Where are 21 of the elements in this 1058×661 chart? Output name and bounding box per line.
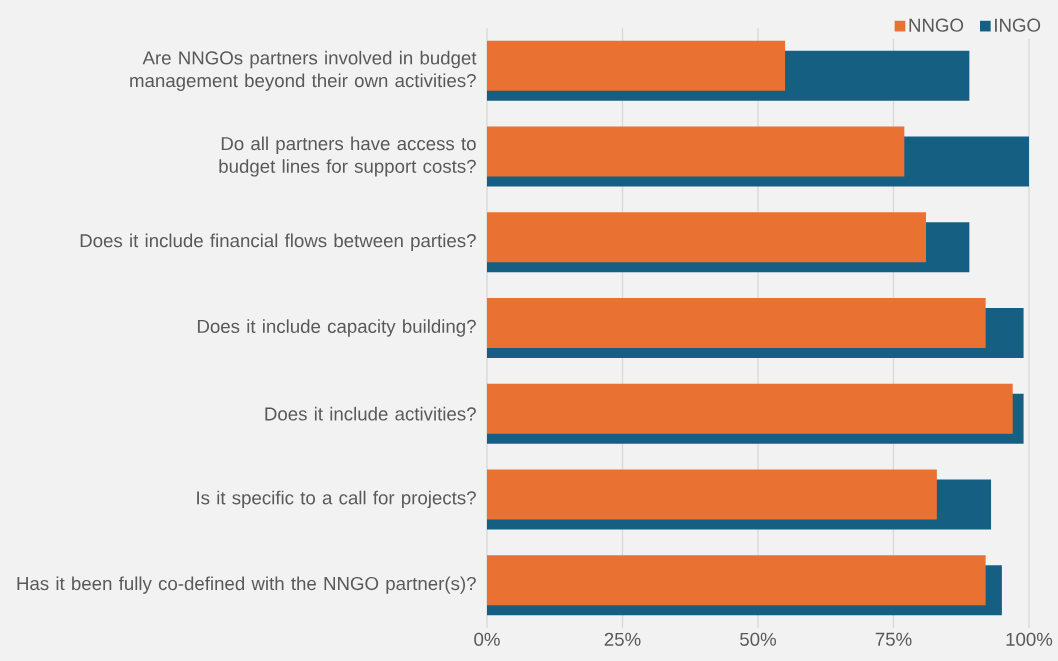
bar [487,40,786,91]
legend-label: INGO [995,18,1041,32]
x-tick-label: 100% [1006,632,1053,646]
y-tick-label: Do all partners have access to budget lines for support costs? [219,136,476,177]
y-tick-label: Is it specific to a call for projects? [197,490,476,509]
y-tick-label: Does it include financial flows between parties? [80,233,476,251]
bar [487,383,1013,434]
x-tick-label: 50% [740,632,776,646]
y-tick-label: Does it include capacity building? [197,319,476,337]
x-tick-label: 75% [875,632,912,646]
y-tick-label: Does it include activities? [265,406,476,421]
bar [487,212,927,263]
y-tick-label: Are NNGOs partners involved in budget management beyond their own activities? [130,50,477,91]
x-tick-label: 0% [474,632,500,646]
bar [487,469,937,520]
legend-label: NNGO [909,18,964,32]
bar [487,126,905,177]
bar [487,555,986,606]
y-tick-label: Has it been fully co-defined with the NNGO partner(s)? [17,576,476,594]
x-tick-label: 25% [604,632,641,646]
bar [487,297,986,348]
